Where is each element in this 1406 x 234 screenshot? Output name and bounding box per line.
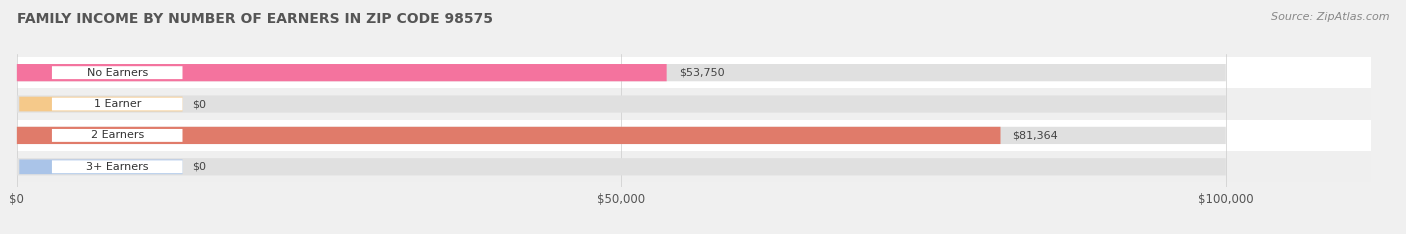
FancyBboxPatch shape <box>17 64 1226 81</box>
Text: Source: ZipAtlas.com: Source: ZipAtlas.com <box>1271 12 1389 22</box>
FancyBboxPatch shape <box>20 97 183 111</box>
FancyBboxPatch shape <box>17 127 1226 144</box>
FancyBboxPatch shape <box>17 64 666 81</box>
FancyBboxPatch shape <box>20 128 183 143</box>
FancyBboxPatch shape <box>17 158 1226 176</box>
FancyBboxPatch shape <box>52 160 183 173</box>
Text: 3+ Earners: 3+ Earners <box>86 162 149 172</box>
Text: $81,364: $81,364 <box>1012 130 1059 140</box>
Bar <box>17 151 1406 183</box>
Bar <box>17 57 1406 88</box>
Text: $53,750: $53,750 <box>679 68 724 78</box>
FancyBboxPatch shape <box>52 129 183 142</box>
Text: $0: $0 <box>193 99 207 109</box>
FancyBboxPatch shape <box>52 66 183 79</box>
Bar <box>17 120 1406 151</box>
FancyBboxPatch shape <box>17 95 1226 113</box>
Bar <box>17 88 1406 120</box>
Text: No Earners: No Earners <box>87 68 148 78</box>
Text: 2 Earners: 2 Earners <box>90 130 143 140</box>
FancyBboxPatch shape <box>20 65 183 80</box>
Text: 1 Earner: 1 Earner <box>94 99 141 109</box>
FancyBboxPatch shape <box>20 159 183 174</box>
FancyBboxPatch shape <box>17 127 1001 144</box>
FancyBboxPatch shape <box>52 98 183 110</box>
Text: FAMILY INCOME BY NUMBER OF EARNERS IN ZIP CODE 98575: FAMILY INCOME BY NUMBER OF EARNERS IN ZI… <box>17 12 494 26</box>
Text: $0: $0 <box>193 162 207 172</box>
